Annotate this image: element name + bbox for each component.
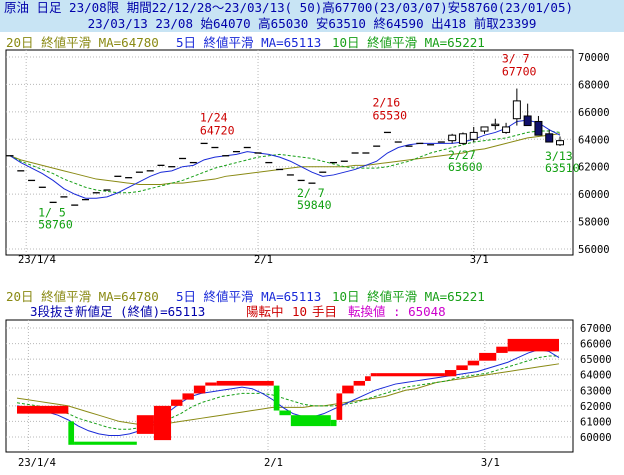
price-annotation: 2/16 (372, 95, 400, 109)
price-annotation: 63600 (448, 160, 483, 174)
top-legend: 20日 終値平滑 MA=64780 5日 終値平滑 MA=65113 10日 終… (6, 35, 485, 50)
price-annotation: 1/24 (200, 111, 228, 125)
x-tick-label: 2/1 (264, 457, 283, 469)
breakout-block (370, 373, 377, 377)
candle-body (458, 133, 467, 144)
breakout-info: 3段抜き新値足 (終値)=65113 (30, 304, 205, 319)
ma10-line (16, 355, 559, 430)
legend-ma10: 10日 終値平滑 MA=65221 (332, 35, 485, 50)
ma5-line (9, 119, 561, 199)
breakout-unit: 手目 (312, 304, 337, 319)
breakout-block (342, 385, 354, 394)
candle-body (480, 126, 489, 132)
breakout-switch: 転換値 : 65048 (348, 304, 446, 319)
price-annotation: 1/ 5 (38, 205, 66, 219)
breakout-block (279, 410, 291, 416)
candle-body (534, 120, 543, 136)
breakout-block (74, 441, 137, 445)
breakout-block (273, 385, 280, 411)
legend-ma20: 20日 終値平滑 MA=64780 (6, 289, 159, 304)
breakout-block (336, 393, 343, 420)
breakout-block (68, 421, 75, 445)
breakout-block (376, 373, 445, 377)
bottom-legend: 20日 終値平滑 MA=64780 5日 終値平滑 MA=65113 10日 終… (6, 289, 485, 319)
plot-frame (5, 49, 574, 256)
breakout-block (290, 415, 331, 427)
breakout-state: 陽転中 (246, 304, 284, 319)
x-tick-label: 23/1/4 (18, 457, 56, 469)
candle-body (448, 134, 457, 142)
breakout-block (17, 405, 69, 414)
y-tick-label: 65000 (580, 354, 612, 366)
breakout-block (444, 370, 457, 377)
candle-body (556, 140, 564, 146)
header-line-1: 原油 日足 23/08限 期間22/12/28〜23/03/13( 50)高67… (0, 0, 624, 16)
price-annotation: 2/ 7 (297, 186, 325, 200)
price-annotation: 2/27 (448, 148, 476, 162)
y-tick-label: 70000 (578, 52, 610, 64)
candle-body (502, 126, 511, 133)
candle-body (469, 131, 478, 140)
breakout-panel: 67000 66000 65000 64000 63000 62000 61000 60000… (5, 319, 612, 469)
price-annotation: 67700 (502, 65, 537, 79)
x-tick-label: 3/1 (470, 254, 489, 266)
candle-body (491, 123, 500, 127)
candle-body (523, 115, 532, 127)
breakout-block (330, 419, 337, 427)
price-annotation: 59840 (297, 198, 332, 212)
y-tick-label: 60000 (580, 432, 612, 444)
breakout-block (205, 382, 217, 386)
x-tick-label: 3/1 (481, 457, 500, 469)
y-tick-label: 62000 (578, 162, 610, 174)
ma20-line (9, 133, 561, 186)
breakout-block (153, 405, 172, 441)
breakout-block (193, 385, 206, 394)
price-annotation: 64720 (200, 124, 235, 138)
breakout-block (479, 352, 497, 361)
y-tick-label: 64000 (578, 134, 610, 146)
plot-frame (5, 319, 574, 453)
candle-body (545, 133, 554, 143)
breakout-block (353, 380, 366, 386)
legend-ma5: 5日 終値平滑 MA=65113 (176, 289, 321, 304)
breakout-block (171, 399, 183, 406)
breakout-count: 10 (292, 304, 307, 319)
price-annotation: 65530 (372, 108, 407, 122)
y-tick-label: 62000 (580, 401, 612, 413)
candlestick-panel: 70000 68000 66000 64000 62000 60000 58000 56000… (5, 49, 610, 266)
price-annotation: 63510 (545, 161, 580, 175)
price-annotation: 58760 (38, 217, 73, 231)
breakout-block (136, 415, 154, 434)
y-tick-label: 58000 (578, 217, 610, 229)
legend-ma20: 20日 終値平滑 MA=64780 (6, 35, 159, 50)
breakout-block (182, 393, 194, 400)
breakout-block (467, 360, 480, 366)
breakout-block (216, 380, 274, 386)
y-tick-label: 56000 (578, 244, 610, 256)
x-tick-label: 23/1/4 (18, 254, 56, 266)
price-annotation: 3/ 7 (502, 52, 530, 66)
ma10-line (9, 130, 561, 194)
price-annotation: 3/13 (545, 149, 573, 163)
y-tick-label: 66000 (578, 107, 610, 119)
y-tick-label: 61000 (580, 416, 612, 428)
breakout-block (456, 365, 468, 371)
candle-body (512, 100, 521, 120)
y-tick-label: 60000 (578, 189, 610, 201)
y-tick-label: 63000 (580, 385, 612, 397)
breakout-block (365, 376, 371, 381)
y-tick-label: 64000 (580, 370, 612, 382)
legend-ma5: 5日 終値平滑 MA=65113 (176, 35, 321, 50)
breakout-block (507, 338, 559, 352)
legend-ma10: 10日 終値平滑 MA=65221 (332, 289, 485, 304)
x-tick-label: 2/1 (254, 254, 273, 266)
breakout-block (496, 346, 508, 353)
y-tick-label: 68000 (578, 79, 610, 91)
y-tick-label: 66000 (580, 339, 612, 351)
ma20-line (16, 363, 560, 426)
y-tick-label: 67000 (580, 323, 612, 335)
header-line-2: 23/03/13 23/08 始64070 高65030 安63510 終645… (0, 16, 624, 32)
